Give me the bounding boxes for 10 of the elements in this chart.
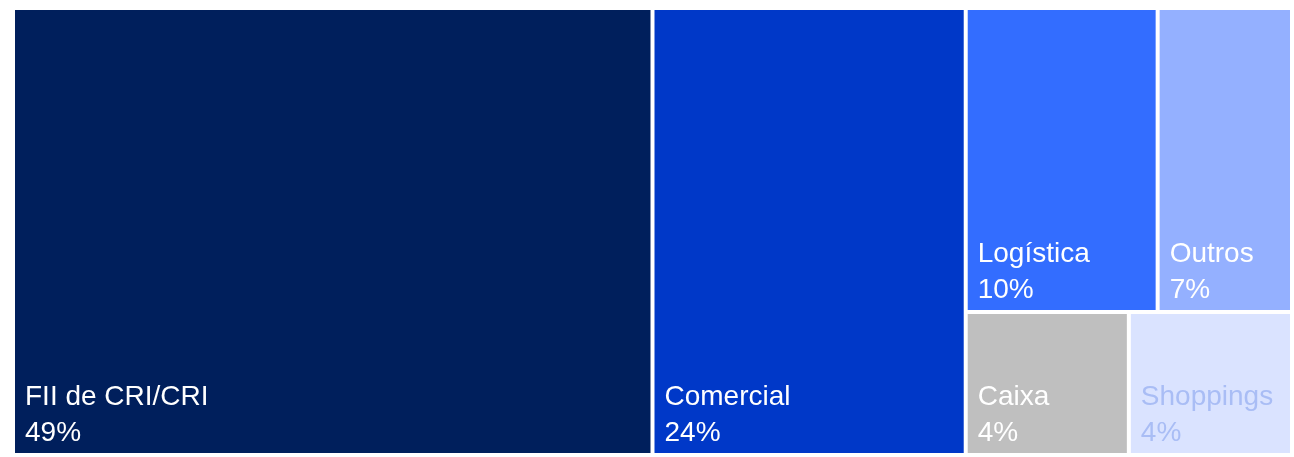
data-label: 7% [1169,272,1211,304]
category-label: Comercial [664,380,791,411]
data-label: 49% [25,416,82,447]
data-label: 24% [664,416,721,447]
data-label: 10% [977,272,1034,304]
data-label: 4% [977,416,1019,447]
category-label: Logística [977,236,1091,268]
category-label: Outros [1169,236,1254,268]
category-label: Caixa [977,380,1050,411]
category-label: FII de CRI/CRI [25,380,209,411]
